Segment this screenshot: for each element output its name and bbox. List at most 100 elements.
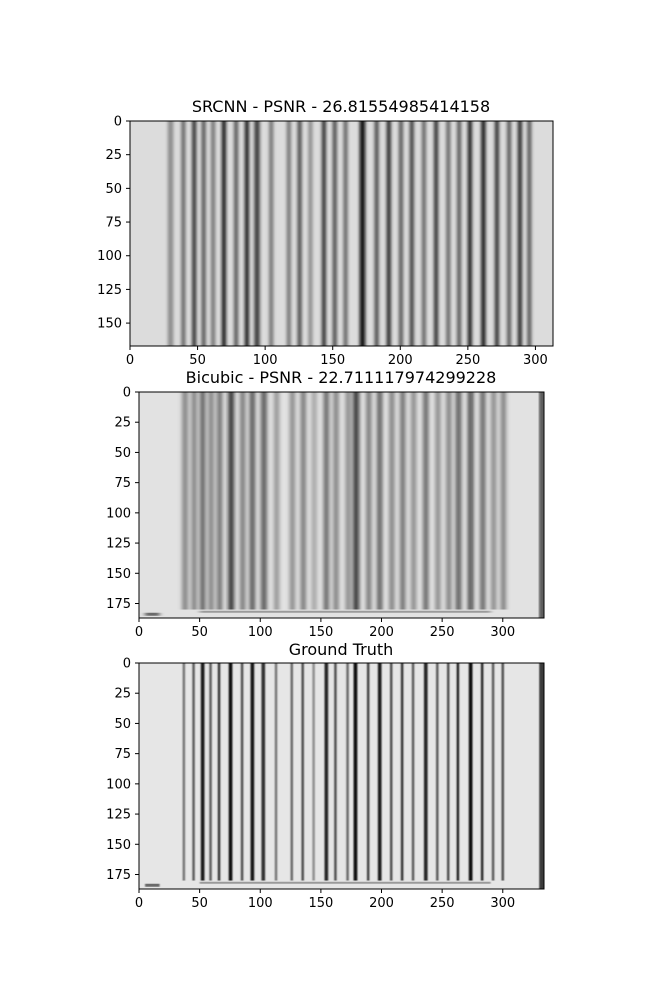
- barcode-bar: [366, 392, 371, 610]
- barcode-bar: [240, 663, 244, 881]
- barcode-bar: [353, 392, 359, 610]
- barcode-bar: [423, 663, 428, 881]
- panel-title: Bicubic - PSNR - 22.711117974299228: [186, 368, 497, 387]
- y-tick-label: 150: [106, 838, 131, 853]
- barcode-bar: [457, 121, 462, 346]
- barcode-bar: [400, 392, 405, 610]
- x-tick-label: 150: [308, 625, 333, 640]
- axes-frame: [138, 391, 545, 619]
- barcode-bar: [332, 121, 337, 346]
- x-tick-label: 100: [248, 625, 273, 640]
- y-tick-label: 125: [106, 808, 131, 823]
- barcode-bars: [167, 121, 532, 346]
- y-tick-label: 75: [114, 476, 131, 491]
- barcode-bar: [374, 121, 379, 346]
- panel-title: SRCNN - PSNR - 26.81554985414158: [192, 97, 490, 116]
- image-background: [139, 663, 544, 889]
- x-tick-label: 150: [320, 353, 345, 368]
- barcode-bar: [491, 392, 496, 610]
- x-tick-label: 300: [523, 353, 548, 368]
- barcode-bar: [446, 392, 451, 610]
- barcode-bar: [312, 663, 315, 881]
- x-tick-label: 300: [490, 896, 515, 911]
- barcode-bar: [274, 663, 278, 881]
- barcode-bar: [250, 392, 255, 610]
- y-tick-label: 50: [105, 182, 122, 197]
- barcode-bar: [261, 663, 266, 881]
- barcode-bar: [377, 392, 382, 610]
- y-tick-label: 125: [97, 283, 122, 298]
- y-tick-label: 175: [106, 597, 131, 612]
- barcode-bar: [192, 392, 196, 610]
- barcode-bar: [301, 663, 304, 881]
- barcode-bar: [346, 663, 349, 881]
- x-tick-label: 250: [430, 625, 455, 640]
- barcode-bar: [182, 392, 188, 610]
- y-tick-label: 25: [114, 687, 131, 702]
- y-tick-label: 100: [106, 777, 131, 792]
- image-background: [139, 392, 544, 618]
- barcode-bar: [217, 392, 222, 610]
- barcode-bar: [527, 121, 532, 346]
- barcode-image: [139, 392, 544, 618]
- barcode-bar: [480, 392, 485, 610]
- y-tick-label: 100: [106, 506, 131, 521]
- barcode-bar: [423, 392, 428, 610]
- barcode-bar: [353, 663, 358, 881]
- barcode-bar: [481, 121, 486, 346]
- barcode-bar: [434, 121, 439, 346]
- panel-title: Ground Truth: [289, 640, 394, 659]
- barcode-bar: [297, 121, 302, 346]
- barcode-bar: [200, 663, 205, 881]
- x-tick-label: 50: [191, 625, 208, 640]
- barcode-bar: [411, 392, 416, 610]
- x-tick-label: 0: [135, 896, 143, 911]
- barcode-bar: [301, 392, 306, 610]
- footer-mark: [145, 883, 160, 887]
- barcode-bar: [501, 663, 504, 881]
- barcode-bar: [494, 121, 499, 346]
- barcode-bar: [390, 663, 393, 881]
- y-tick-label: 50: [114, 717, 131, 732]
- barcode-bar: [321, 121, 326, 346]
- barcode-bar: [269, 121, 274, 346]
- barcode-bar: [421, 121, 426, 346]
- y-tick-label: 75: [105, 216, 122, 231]
- barcode-bar: [274, 392, 279, 610]
- barcode-bar: [290, 663, 293, 881]
- y-tick-label: 75: [114, 747, 131, 762]
- x-tick-label: 200: [388, 353, 413, 368]
- barcode-bar: [324, 392, 329, 610]
- y-tick-label: 100: [97, 249, 122, 264]
- x-tick-label: 200: [369, 896, 394, 911]
- barcode-bar: [501, 392, 506, 610]
- barcode-bar: [386, 121, 391, 346]
- barcode-bars: [145, 392, 506, 616]
- barcode-bar: [181, 121, 186, 346]
- y-tick-label: 50: [114, 446, 131, 461]
- barcode-bar: [286, 121, 291, 346]
- x-tick-label: 150: [308, 896, 333, 911]
- axes-frame: [129, 120, 554, 347]
- y-tick-label: 0: [123, 657, 131, 672]
- barcode-bar: [290, 392, 295, 610]
- barcode-bar: [200, 392, 205, 610]
- barcode-bar: [209, 392, 213, 610]
- x-tick-label: 100: [248, 896, 273, 911]
- y-tick-label: 150: [106, 567, 131, 582]
- footer-line: [199, 610, 491, 613]
- barcode-bar: [398, 121, 403, 346]
- barcode-bar: [167, 121, 174, 346]
- barcode-bar: [343, 121, 348, 346]
- barcode-bar: [359, 121, 366, 346]
- y-tick-label: 25: [105, 148, 122, 163]
- barcode-bar: [240, 392, 245, 610]
- x-tick-label: 200: [369, 625, 394, 640]
- footer-line: [199, 881, 491, 884]
- image-edge-shadow: [539, 663, 544, 889]
- barcode-bar: [217, 663, 221, 881]
- barcode-bar: [409, 121, 414, 346]
- barcode-bar: [468, 663, 473, 881]
- axes-frame: [138, 662, 545, 890]
